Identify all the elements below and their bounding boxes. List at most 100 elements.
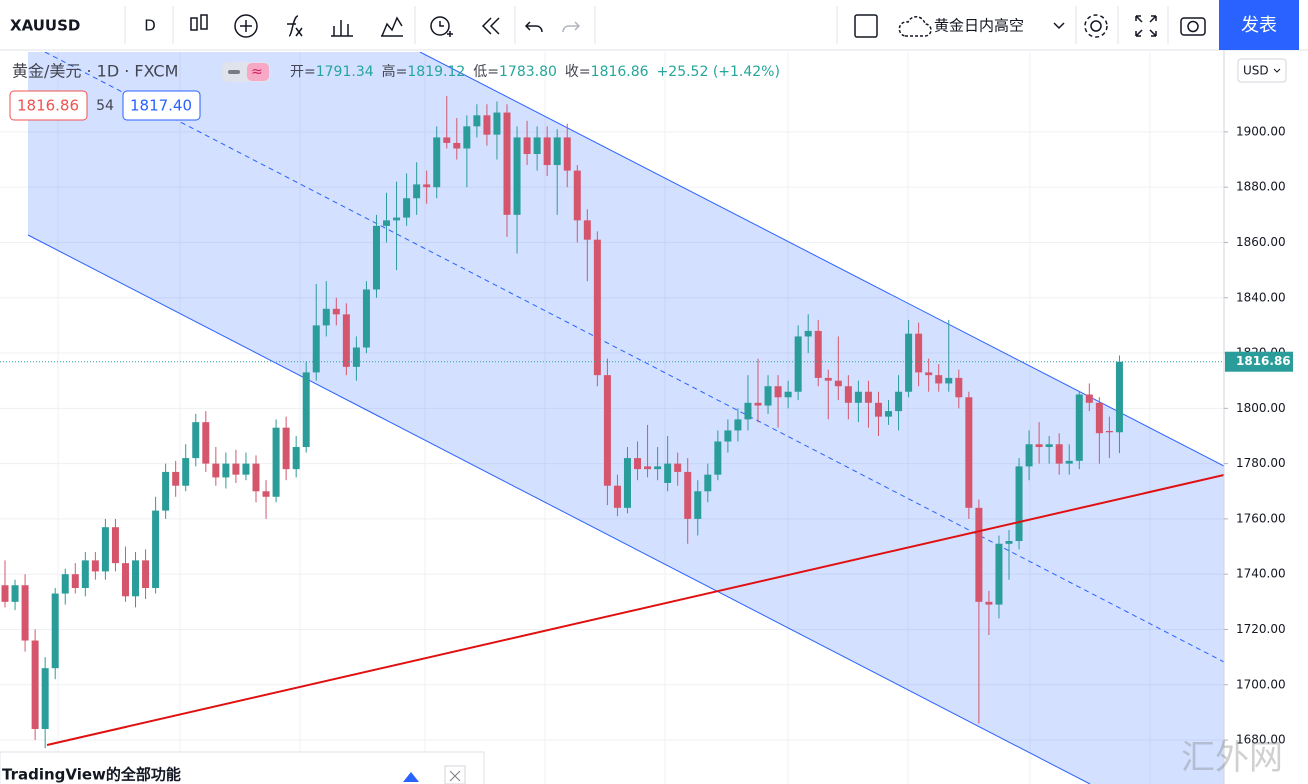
publish-label: 发表 bbox=[1241, 15, 1277, 36]
watermark: 汇外网 bbox=[1181, 738, 1283, 778]
icon-lens bbox=[1187, 20, 1199, 33]
candle-body bbox=[583, 220, 591, 240]
interval[interactable]: D bbox=[144, 17, 156, 35]
icon-replay[interactable] bbox=[481, 17, 500, 35]
candle-body bbox=[252, 463, 260, 492]
icon-fx[interactable] bbox=[287, 15, 303, 37]
candle-body bbox=[985, 601, 993, 605]
banner-icon bbox=[403, 772, 419, 782]
candle-body bbox=[774, 386, 782, 398]
ask-box[interactable] bbox=[122, 90, 201, 121]
banner-close-x bbox=[449, 770, 461, 782]
candle-body bbox=[533, 137, 541, 155]
candle-body bbox=[945, 377, 953, 384]
candle-body bbox=[1115, 361, 1123, 433]
separators bbox=[172, 6, 1169, 44]
legend-symbol: 黄金/美元 · 1D · FXCM bbox=[12, 62, 178, 81]
icon-settings[interactable] bbox=[1090, 20, 1102, 32]
ask: 1817.40 bbox=[130, 97, 192, 115]
legend-value: 1783.80 bbox=[499, 64, 557, 80]
candle-body bbox=[714, 441, 722, 475]
candle-body bbox=[854, 391, 862, 403]
candle-body bbox=[784, 391, 792, 398]
candle-body bbox=[523, 137, 531, 155]
icon-candles-2[interactable] bbox=[200, 14, 208, 30]
candle-body bbox=[403, 198, 411, 218]
candle-body bbox=[393, 217, 401, 221]
candle-body bbox=[844, 386, 852, 403]
icon-gear bbox=[1084, 14, 1108, 38]
candle-body bbox=[162, 471, 170, 511]
candle-body bbox=[674, 463, 682, 472]
icon-candles[interactable] bbox=[190, 17, 198, 31]
icon-financials[interactable] bbox=[331, 20, 353, 37]
icon-indicator-add[interactable] bbox=[234, 14, 258, 38]
candle-body bbox=[31, 640, 39, 729]
candle-body bbox=[764, 386, 772, 406]
last-price-label: 1816.86 bbox=[1236, 354, 1291, 368]
currency-button[interactable] bbox=[1237, 58, 1287, 83]
candle-body bbox=[483, 115, 491, 135]
icon-redo[interactable] bbox=[562, 21, 581, 33]
candle-body bbox=[1035, 444, 1043, 448]
candle-body bbox=[824, 377, 832, 381]
layout-name[interactable]: 黄金日内高空 bbox=[934, 17, 1024, 35]
y-tick-label: 1900.00 bbox=[1236, 124, 1286, 138]
candle-body bbox=[965, 397, 973, 508]
channel-lower bbox=[27, 234, 1091, 784]
y-tick-label: 1800.00 bbox=[1236, 401, 1286, 415]
legend-toggle-active[interactable] bbox=[247, 63, 269, 81]
candle-body bbox=[694, 491, 702, 519]
icon-templates[interactable] bbox=[381, 16, 403, 37]
candle-body bbox=[222, 463, 230, 478]
bid-box[interactable] bbox=[9, 90, 88, 121]
legend-toggle-icon bbox=[228, 70, 240, 74]
icon-snapshot[interactable] bbox=[1180, 17, 1206, 36]
candle-body bbox=[834, 380, 842, 387]
legend-ohlc: 开=1791.34 高=1819.12 低=1783.80 收=1816.86 +25.… bbox=[290, 63, 780, 80]
icon-fullscreen[interactable] bbox=[1135, 15, 1157, 37]
icon-plus bbox=[240, 20, 252, 32]
candle-body bbox=[182, 458, 190, 486]
publish-button[interactable] bbox=[1219, 0, 1299, 50]
candle-body bbox=[81, 560, 89, 589]
candle-body bbox=[1055, 444, 1063, 464]
candle-body bbox=[734, 419, 742, 431]
y-tick-label: 1680.00 bbox=[1236, 733, 1286, 747]
candle-body bbox=[925, 372, 933, 376]
candle-body bbox=[1065, 460, 1073, 464]
symbol[interactable]: XAUUSD bbox=[10, 17, 80, 35]
icon-undo[interactable] bbox=[524, 21, 543, 33]
candle-body bbox=[1025, 444, 1033, 467]
legend-change: +25.52 (+1.42%) bbox=[657, 64, 780, 80]
candle-body bbox=[935, 375, 943, 384]
candle-body bbox=[232, 463, 240, 475]
banner bbox=[0, 751, 485, 784]
candle-body bbox=[1005, 541, 1013, 544]
candle-body bbox=[342, 314, 350, 367]
candle-body bbox=[473, 115, 481, 127]
candle-body bbox=[322, 308, 330, 326]
candle-body bbox=[352, 347, 360, 367]
icon-caret[interactable] bbox=[1053, 22, 1065, 30]
candle-body bbox=[111, 527, 119, 564]
candle-body bbox=[864, 391, 872, 403]
candle-body bbox=[463, 126, 471, 149]
candle-body bbox=[603, 375, 611, 486]
candle-body bbox=[794, 336, 802, 392]
banner-close[interactable] bbox=[444, 765, 466, 784]
legend-value: 1816.86 bbox=[591, 64, 649, 80]
drawings bbox=[27, 52, 1224, 784]
candle-body bbox=[503, 112, 511, 215]
candle-body bbox=[423, 184, 431, 188]
candle-body bbox=[684, 471, 692, 519]
candle-body bbox=[71, 574, 79, 589]
icon-layout[interactable] bbox=[854, 14, 878, 38]
banner-text: TradingView的全部功能 bbox=[2, 766, 181, 784]
icon-alert[interactable] bbox=[430, 16, 450, 36]
grid bbox=[0, 52, 1224, 784]
candle-body bbox=[885, 411, 893, 417]
candle-body bbox=[1105, 430, 1113, 433]
candle-body bbox=[132, 560, 140, 597]
candle-body bbox=[61, 574, 69, 594]
